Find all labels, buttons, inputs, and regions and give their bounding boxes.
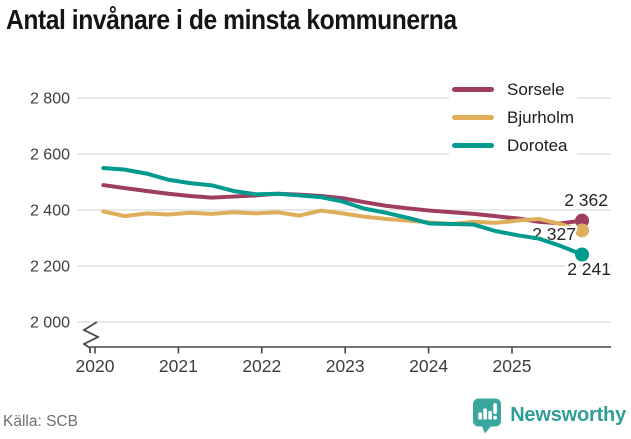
x-axis-tick-label: 2023 bbox=[326, 356, 365, 376]
series-end-value-label-sorsele: 2 362 bbox=[564, 190, 608, 210]
newsworthy-wordmark: Newsworthy bbox=[510, 404, 626, 426]
legend-swatch-icon bbox=[452, 87, 494, 93]
source-note: Källa: SCB bbox=[3, 413, 78, 430]
series-end-dot-sorsele bbox=[575, 213, 590, 228]
series-end-dot-dorotea bbox=[575, 247, 590, 262]
series-line-bjurholm bbox=[101, 208, 585, 233]
y-axis-break-icon bbox=[82, 321, 101, 353]
newsworthy-logo[interactable]: Newsworthy bbox=[472, 397, 626, 434]
series-line-dorotea bbox=[101, 166, 585, 257]
legend-item-dorotea: Dorotea bbox=[449, 135, 578, 156]
x-axis-tick-label: 2021 bbox=[159, 356, 198, 376]
page-title: Antal invånare i de minsta kommunerna bbox=[6, 4, 457, 35]
legend-item-bjurholm: Bjurholm bbox=[449, 107, 578, 128]
series-end-value-label-dorotea: 2 241 bbox=[567, 259, 611, 279]
y-axis-tick-label: 2 600 bbox=[30, 147, 70, 164]
chart-legend: Sorsele Bjurholm Dorotea bbox=[449, 80, 578, 164]
series-line-sorsele bbox=[101, 183, 585, 226]
series-end-dot-bjurholm bbox=[575, 223, 590, 238]
y-axis-tick-label: 2 400 bbox=[30, 203, 70, 220]
legend-item-sorsele: Sorsele bbox=[449, 80, 578, 100]
x-axis-tick-label: 2025 bbox=[493, 356, 532, 376]
y-axis-tick-label: 2 800 bbox=[30, 91, 70, 108]
legend-swatch-icon bbox=[452, 115, 494, 121]
y-axis-tick-label: 2 000 bbox=[30, 315, 70, 332]
x-axis-tick-label: 2020 bbox=[76, 356, 115, 376]
x-axis-tick-label: 2024 bbox=[409, 356, 448, 376]
legend-label: Sorsele bbox=[507, 80, 565, 99]
legend-swatch-icon bbox=[452, 143, 494, 149]
x-axis-tick-label: 2022 bbox=[242, 356, 281, 376]
legend-label: Bjurholm bbox=[507, 107, 575, 127]
y-axis-tick-label: 2 200 bbox=[30, 259, 70, 276]
newsworthy-chart-bubble-icon bbox=[473, 398, 502, 434]
series-end-value-label-bjurholm: 2 327 bbox=[532, 224, 576, 244]
legend-label: Dorotea bbox=[507, 135, 568, 155]
